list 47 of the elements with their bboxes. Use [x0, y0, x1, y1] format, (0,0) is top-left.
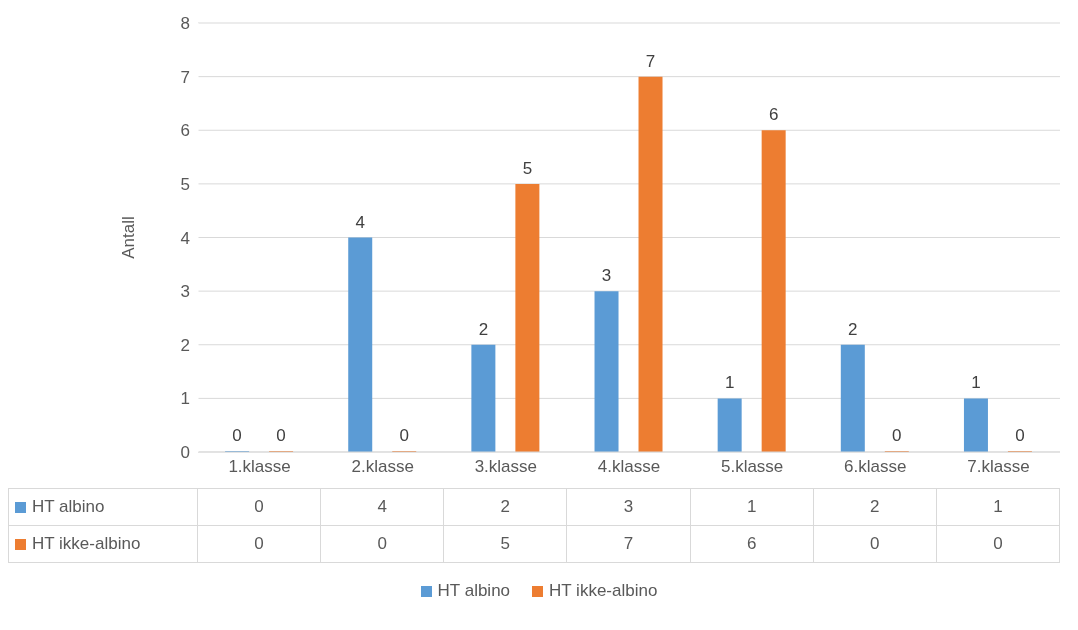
y-tick-label: 3: [180, 282, 190, 302]
text: 0: [232, 426, 242, 445]
data-label: 5: [444, 526, 568, 562]
y-tick-label: 7: [180, 67, 190, 87]
text: 0: [1015, 426, 1025, 445]
legend-label: HT ikke-albino: [549, 581, 658, 601]
x-tick-label: 5.klasse: [720, 457, 784, 477]
text: 0: [276, 426, 286, 445]
x-tick-label: 1.klasse: [228, 457, 291, 477]
data-label: 0: [321, 526, 445, 562]
x-tick-label: 3.klasse: [474, 457, 538, 477]
data-label: 2: [813, 489, 937, 525]
x-tick-label: 4.klasse: [597, 457, 661, 477]
data-label: 0: [936, 526, 1060, 562]
text: 1: [971, 373, 981, 393]
text: HT ikke-albino: [32, 534, 141, 553]
y-tick-label: 4: [180, 228, 190, 248]
data-label: 2: [444, 489, 568, 525]
text: 6: [768, 105, 779, 125]
y-tick-label: 8: [180, 14, 190, 34]
x-tick-label: 7.klasse: [967, 457, 1030, 477]
text: HT albino: [437, 581, 511, 600]
y-tick-label: 0: [180, 443, 190, 463]
text: 2: [848, 319, 858, 339]
x-tick-label: 2.klasse: [351, 457, 414, 477]
y-tick-label: 5: [180, 174, 190, 194]
y-axis-title: Antall: [119, 216, 139, 259]
text: 5: [522, 158, 533, 178]
data-label: 7: [567, 526, 691, 562]
text: 2: [478, 319, 489, 339]
y-tick-label: 6: [180, 121, 190, 141]
text: 0: [892, 426, 902, 445]
data-label: 0: [813, 526, 937, 562]
data-label: 1: [936, 489, 1060, 525]
data-label: 1: [690, 489, 814, 525]
text: 0: [399, 426, 409, 445]
y-tick-label: 2: [180, 335, 190, 355]
text: 1: [724, 373, 735, 393]
legend-label: HT albino: [32, 497, 105, 517]
data-label: 3: [567, 489, 691, 525]
text: 7: [645, 51, 656, 71]
x-tick-label: 6.klasse: [844, 457, 907, 477]
text: 3: [601, 266, 612, 286]
y-tick-label: 1: [180, 389, 190, 409]
data-label: 4: [321, 489, 445, 525]
data-label: 6: [690, 526, 814, 562]
text: 4: [355, 212, 365, 232]
